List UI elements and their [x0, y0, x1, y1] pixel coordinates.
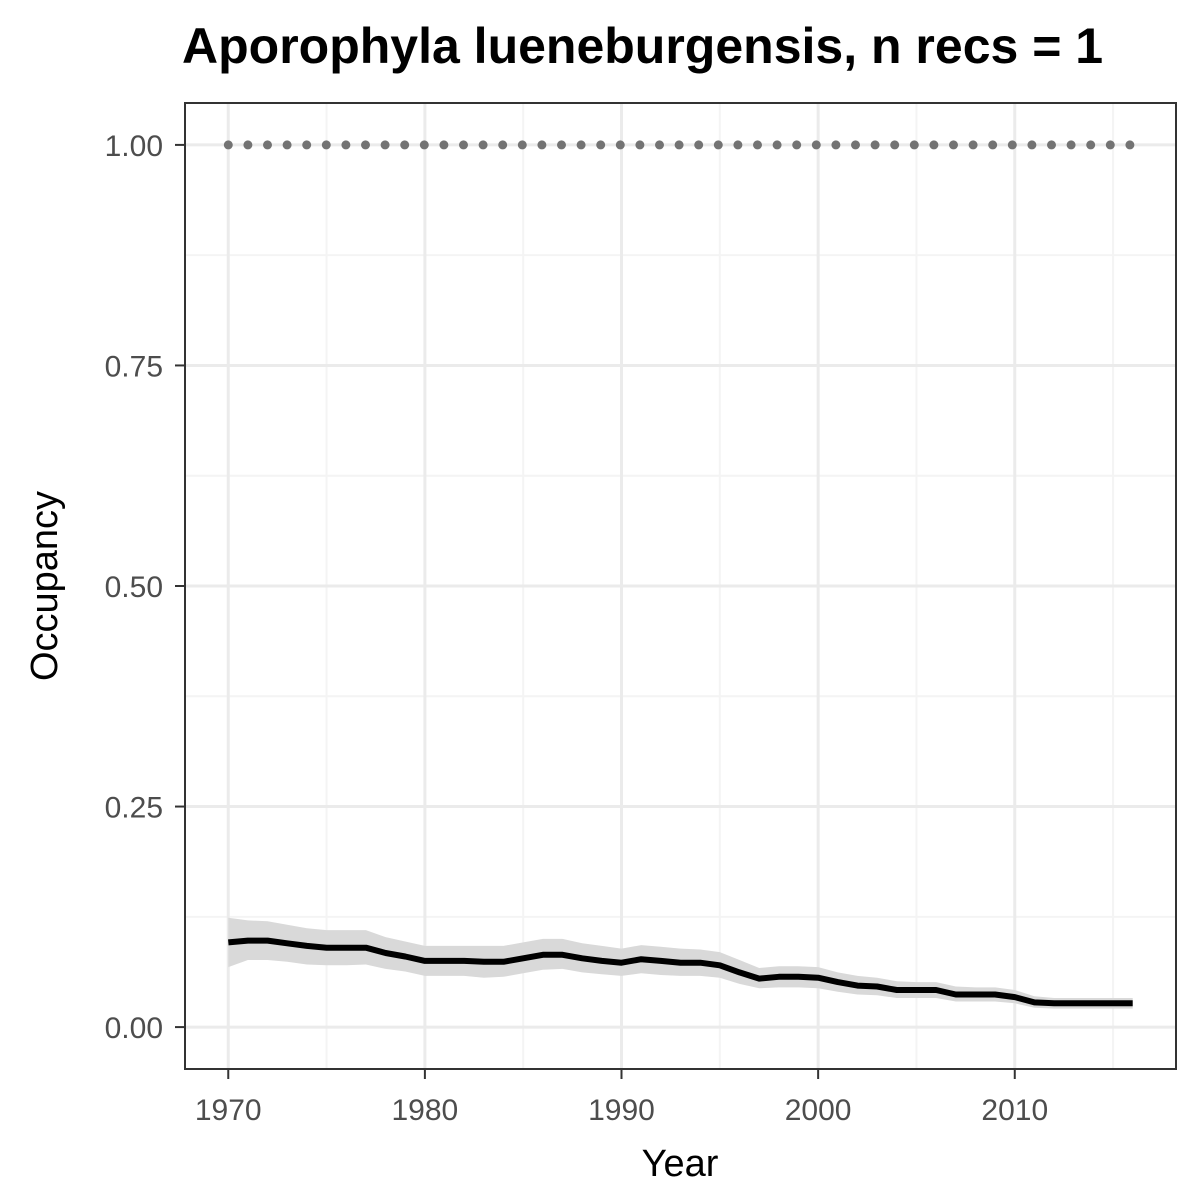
- y-tick-label: 1.00: [105, 130, 163, 163]
- series-layer: [223, 140, 1138, 1007]
- x-tick-label: 2010: [981, 1094, 1048, 1127]
- x-tick-label: 1980: [392, 1094, 459, 1127]
- x-tick-label: 1970: [195, 1094, 262, 1127]
- y-axis-title: Occupancy: [24, 491, 66, 681]
- axes: 1970 1980 1990 2000 2010 0.00 0.25 0.50 0.75 1.00: [105, 130, 1049, 1127]
- x-axis-title: Year: [642, 1143, 719, 1185]
- x-tick-label: 2000: [785, 1094, 852, 1127]
- y-tick-label: 0.00: [105, 1012, 163, 1045]
- x-tick-label: 1990: [588, 1094, 655, 1127]
- occupancy-mean-line: [228, 937, 1133, 1007]
- chart-title: Aporophyla lueneburgensis, n recs = 1: [182, 18, 1103, 74]
- y-tick-label: 0.25: [105, 792, 163, 825]
- grid: [185, 103, 1176, 1069]
- y-tick-label: 0.75: [105, 350, 163, 383]
- y-tick-label: 0.50: [105, 571, 163, 604]
